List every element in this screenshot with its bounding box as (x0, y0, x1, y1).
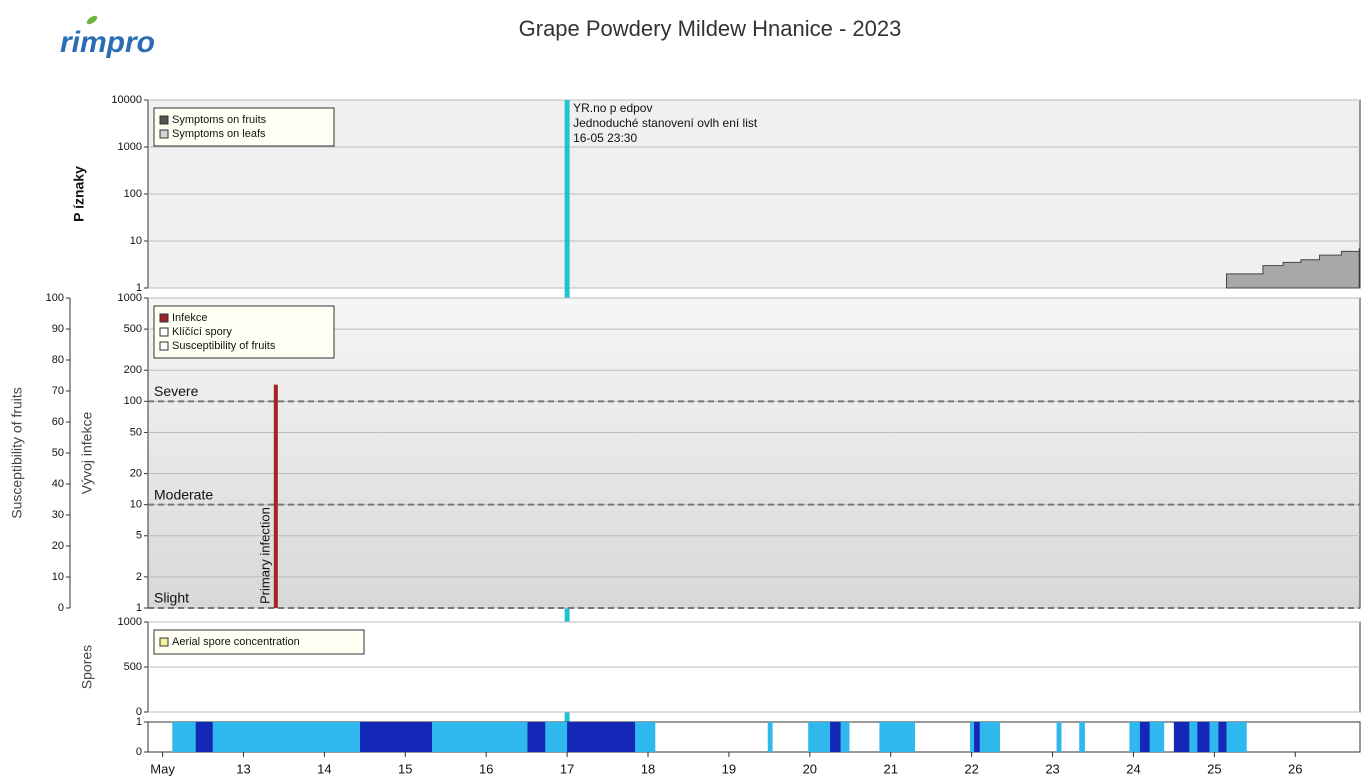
legend-swatch (159, 341, 169, 351)
y2-tick-label: 100 (46, 292, 64, 304)
y-axis-label: Spores (79, 645, 95, 689)
y2-tick-label: 0 (58, 602, 64, 614)
wetness-period (879, 722, 916, 752)
y2-tick-label: 30 (52, 509, 64, 521)
legend-swatch (159, 129, 169, 139)
y-tick-label: 1000 (118, 292, 142, 304)
y2-tick-label: 80 (52, 354, 64, 366)
wetness-period (195, 722, 213, 752)
wetness-period (1079, 722, 1085, 752)
forecast-note: Jednoduché stanovení ovlh ení list (573, 116, 758, 130)
x-tick-label: 18 (641, 761, 655, 776)
wetness-period (1197, 722, 1210, 752)
y-tick-label: 5 (136, 530, 142, 542)
y2-tick-label: 40 (52, 478, 64, 490)
wetness-period (1173, 722, 1190, 752)
y-tick-label: 500 (124, 661, 142, 673)
y2-tick-label: 20 (52, 540, 64, 552)
x-tick-label: May (150, 761, 175, 776)
forecast-note: 16-05 23:30 (573, 131, 637, 145)
x-tick-label: 21 (883, 761, 897, 776)
legend-label: Symptoms on fruits (172, 114, 267, 126)
wetness-period (567, 722, 636, 752)
panel-background (147, 297, 1361, 609)
legend-swatch (159, 327, 169, 337)
wetness-period (974, 722, 980, 752)
y-tick-label: 200 (124, 364, 142, 376)
y-axis-label: Vývoj infekce (79, 412, 95, 495)
y-axis-label: P íznaky (71, 166, 87, 222)
threshold-label: Moderate (154, 486, 213, 502)
legend-box (153, 107, 335, 147)
y-tick-label: 0 (136, 746, 142, 758)
x-tick-label: 13 (236, 761, 250, 776)
logo-leaf (86, 15, 98, 25)
y2-tick-label: 60 (52, 416, 64, 428)
x-tick-label: 15 (398, 761, 412, 776)
x-tick-label: 23 (1045, 761, 1059, 776)
y-tick-label: 100 (124, 395, 142, 407)
legend-box (153, 629, 365, 655)
symptom-area (1226, 248, 1360, 289)
x-tick-label: 24 (1126, 761, 1140, 776)
forecast-note: YR.no p edpov (573, 101, 652, 115)
wetness-period (767, 722, 773, 752)
bar-label: Primary infection (257, 507, 272, 604)
y-tick-label: 1 (136, 282, 142, 294)
y-tick-label: 1000 (118, 616, 142, 628)
legend-label: Klíčící spory (172, 326, 232, 338)
y-tick-label: 1 (136, 602, 142, 614)
wetness-period (1218, 722, 1227, 752)
legend-label: Aerial spore concentration (172, 636, 300, 648)
x-tick-label: 14 (317, 761, 331, 776)
wetness-period (1139, 722, 1150, 752)
chart-title: Grape Powdery Mildew Hnanice - 2023 (519, 16, 902, 41)
threshold-label: Slight (154, 590, 189, 606)
x-tick-label: 17 (560, 761, 574, 776)
y2-tick-label: 10 (52, 571, 64, 583)
logo: rimpro (60, 26, 155, 59)
y-tick-label: 10 (130, 499, 142, 511)
x-tick-label: 26 (1288, 761, 1302, 776)
y-tick-label: 100 (124, 188, 142, 200)
legend-box (153, 305, 335, 359)
x-tick-label: 20 (803, 761, 817, 776)
x-tick-label: 16 (479, 761, 493, 776)
x-tick-label: 25 (1207, 761, 1221, 776)
legend-swatch (159, 115, 169, 125)
wetness-period (359, 722, 432, 752)
y2-tick-label: 50 (52, 447, 64, 459)
y-tick-label: 0 (136, 706, 142, 718)
wetness-period (808, 722, 850, 752)
y-tick-label: 2 (136, 571, 142, 583)
y-tick-label: 1000 (118, 141, 142, 153)
x-tick-label: 22 (964, 761, 978, 776)
y-tick-label: 50 (130, 426, 142, 438)
y-tick-label: 20 (130, 467, 142, 479)
y-tick-label: 10000 (111, 94, 142, 106)
wetness-period (830, 722, 841, 752)
y2-tick-label: 70 (52, 385, 64, 397)
threshold-label: Severe (154, 383, 199, 399)
y-tick-label: 500 (124, 323, 142, 335)
legend-label: Infekce (172, 312, 207, 324)
y-tick-label: 1 (136, 716, 142, 728)
legend-swatch (159, 313, 169, 323)
wetness-period (1056, 722, 1062, 752)
bar (273, 384, 278, 608)
legend-swatch (159, 637, 169, 647)
legend-label: Symptoms on leafs (172, 128, 266, 140)
wetness-period (527, 722, 546, 752)
y2-tick-label: 90 (52, 323, 64, 335)
y2-axis-label: Susceptibility of fruits (9, 387, 25, 519)
legend-label: Susceptibility of fruits (172, 340, 276, 352)
x-tick-label: 19 (722, 761, 736, 776)
y-tick-label: 10 (130, 235, 142, 247)
